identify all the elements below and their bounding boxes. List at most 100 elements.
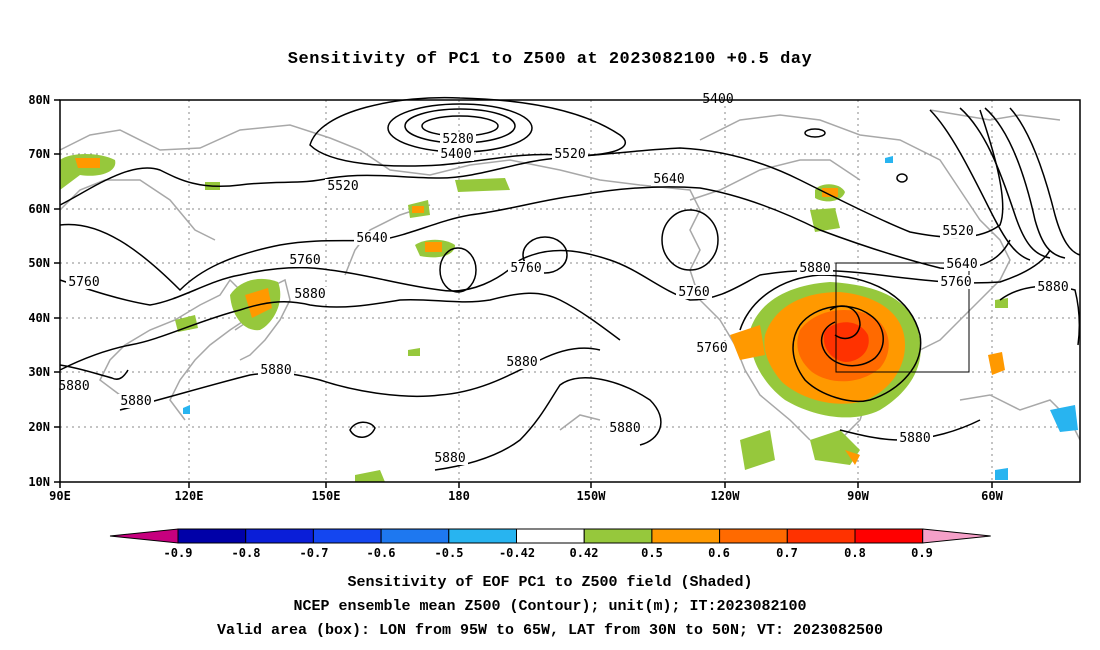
- contour-label-bg: [354, 231, 390, 245]
- colorbar-label: 0.8: [844, 546, 866, 560]
- contour-label-bg: [258, 363, 294, 377]
- colorbar-extend-high: [922, 528, 991, 544]
- contour-label: 5520: [942, 224, 973, 239]
- contour-label-bg: [607, 421, 643, 435]
- lon-label: 60W: [981, 489, 1003, 503]
- contour-label: 5880: [899, 431, 930, 446]
- contour-label: 5640: [946, 257, 977, 272]
- colorbar-segment: [516, 528, 585, 544]
- caption-contour: NCEP ensemble mean Z500 (Contour); unit(…: [293, 598, 807, 615]
- colorbar-label: 0.6: [708, 546, 730, 560]
- colorbar-segment: [786, 528, 856, 544]
- colorbar-segment: [651, 528, 721, 544]
- caption-valid-area: Valid area (box): LON from 95W to 65W, L…: [216, 622, 884, 639]
- colorbar-labels: -0.9 -0.8 -0.7 -0.6 -0.5 -0.42 0.42 0.5 …: [164, 546, 933, 560]
- coastlines: [59, 109, 1081, 441]
- contour-label-bg: [432, 451, 468, 465]
- lon-label: 120E: [175, 489, 204, 503]
- lat-label: 50N: [28, 256, 50, 270]
- contour-label: 5280: [442, 132, 473, 147]
- colorbar-segment: [177, 528, 247, 544]
- axis-ticks: [54, 99, 993, 488]
- lat-label: 70N: [28, 147, 50, 161]
- contour-label: 5520: [554, 147, 585, 162]
- lat-label: 10N: [28, 475, 50, 489]
- contour-label: 5760: [510, 261, 541, 276]
- contour-label-bg: [1035, 280, 1071, 294]
- valid-area-box: [835, 262, 970, 373]
- contour-label: 5760: [68, 275, 99, 290]
- contour-label: 5400: [440, 147, 471, 162]
- colorbar-segment: [380, 528, 450, 544]
- contour-label: 5760: [678, 285, 709, 300]
- contour-label: 5520: [327, 179, 358, 194]
- colorbar-label: -0.9: [164, 546, 193, 560]
- latitude-labels: 80N 70N 60N 50N 40N 30N 20N 10N: [28, 93, 50, 489]
- lon-label: 90E: [49, 489, 71, 503]
- colorbar-segment: [854, 528, 924, 544]
- contour-label: 5880: [260, 363, 291, 378]
- lon-label: 90W: [847, 489, 869, 503]
- colorbar-label: -0.5: [435, 546, 464, 560]
- contour-label-bg: [504, 355, 540, 369]
- contour-label-bg: [552, 147, 588, 161]
- lon-label: 120W: [711, 489, 741, 503]
- colorbar-extend-low: [109, 528, 179, 544]
- lat-label: 30N: [28, 365, 50, 379]
- contour-label-bg: [118, 394, 154, 408]
- lat-label: 20N: [28, 420, 50, 434]
- contour-label-bg: [938, 275, 974, 289]
- map-frame: [59, 99, 1081, 483]
- contour-label-bg: [694, 341, 730, 355]
- sensitivity-shading: [60, 154, 1078, 482]
- colorbar-label: -0.42: [499, 546, 535, 560]
- contour-label-bg: [440, 132, 476, 146]
- longitude-labels: 90E 120E 150E 180 150W 120W 90W 60W: [49, 489, 1003, 503]
- contour-label: 5880: [434, 451, 465, 466]
- contour-label: 5640: [653, 172, 684, 187]
- contour-label-bg: [508, 261, 544, 275]
- colorbar-segment: [719, 528, 788, 544]
- contour-label-bg: [944, 257, 980, 271]
- colorbar-label: 0.42: [570, 546, 599, 560]
- contour-label: 5880: [58, 379, 89, 394]
- contour-label-bg: [325, 179, 361, 193]
- contour-label-bg: [676, 285, 712, 299]
- contour-label: 5760: [940, 275, 971, 290]
- colorbar-label: 0.9: [911, 546, 933, 560]
- caption-shaded: Sensitivity of EOF PC1 to Z500 field (Sh…: [347, 574, 753, 591]
- colorbar-label: 0.7: [776, 546, 798, 560]
- contour-label-bg: [66, 275, 102, 289]
- colorbar-segment: [448, 528, 517, 544]
- colorbar-label: -0.8: [232, 546, 261, 560]
- lat-label: 60N: [28, 202, 50, 216]
- contour-label-bg: [897, 431, 933, 445]
- lat-label: 80N: [28, 93, 50, 107]
- colorbar-label: -0.6: [367, 546, 396, 560]
- contour-label: 5880: [609, 421, 640, 436]
- colorbar: [109, 528, 991, 544]
- contour-label: 5880: [294, 287, 325, 302]
- lon-label: 150E: [312, 489, 341, 503]
- contour-label-bg: [700, 92, 736, 106]
- contour-label-bg: [797, 261, 833, 275]
- colorbar-segment: [245, 528, 314, 544]
- colorbar-segment: [312, 528, 382, 544]
- contour-label: 5760: [696, 341, 727, 356]
- contour-label-bg: [651, 172, 687, 186]
- contour-label-bg: [287, 253, 323, 267]
- contour-label-bg: [438, 147, 474, 161]
- z500-contours: [59, 96, 1081, 471]
- colorbar-label: -0.7: [300, 546, 329, 560]
- colorbar-label: 0.5: [641, 546, 663, 560]
- colorbar-segment: [583, 528, 653, 544]
- contour-label-bg: [56, 379, 92, 393]
- map-title: Sensitivity of PC1 to Z500 at 2023082100…: [287, 50, 813, 69]
- lon-label: 150W: [577, 489, 607, 503]
- lat-label: 40N: [28, 311, 50, 325]
- contour-label: 5880: [799, 261, 830, 276]
- lon-label: 180: [448, 489, 470, 503]
- map-area: [60, 100, 1080, 482]
